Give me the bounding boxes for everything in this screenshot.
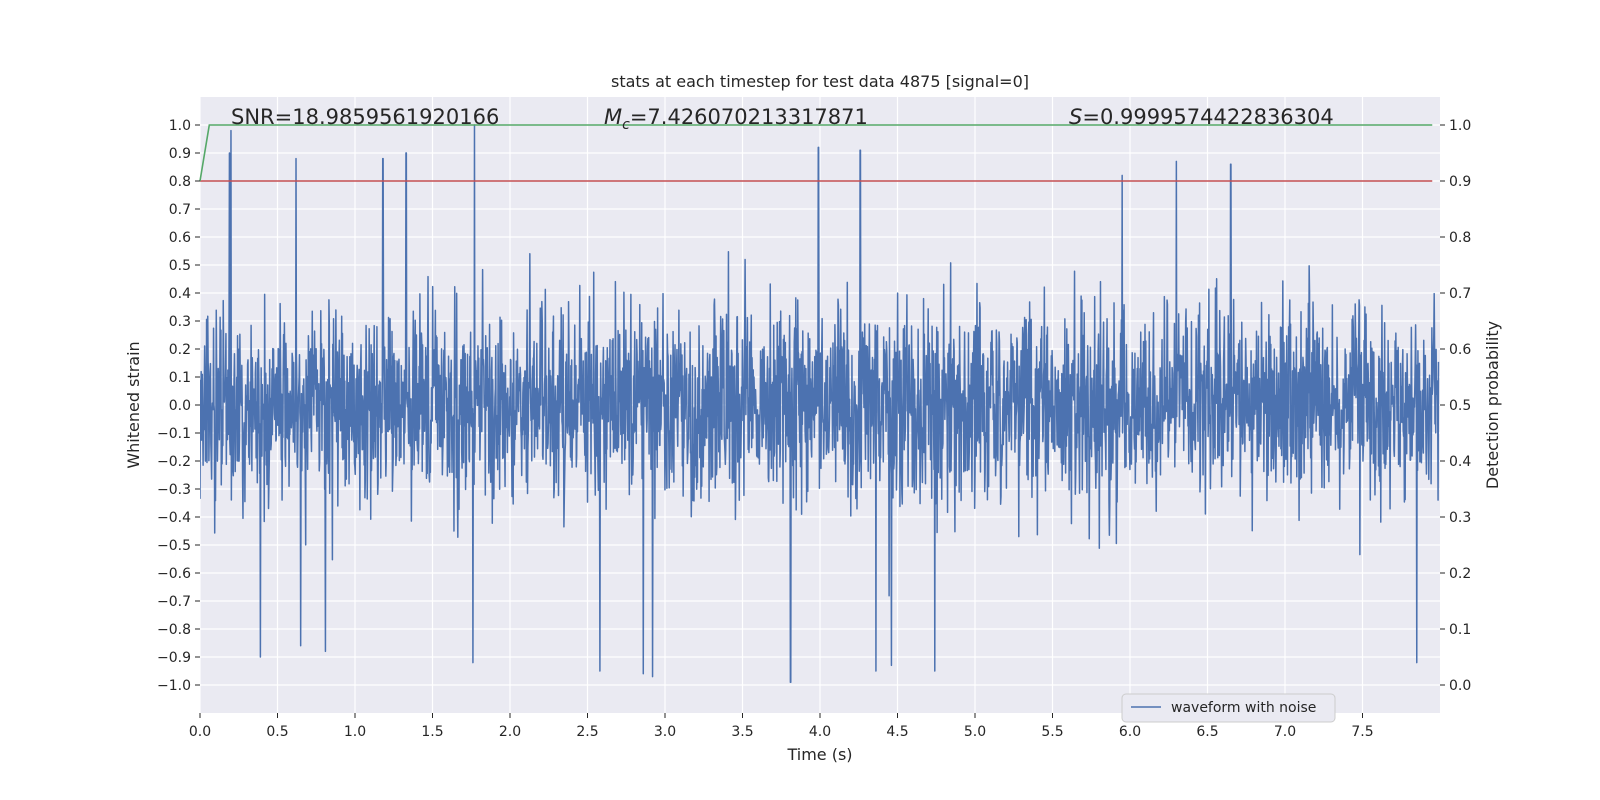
y-tick-label: 0.7 xyxy=(169,202,191,218)
y2-tick-label: 0.3 xyxy=(1449,510,1471,526)
chirp-mass-annotation: Mc=7.426070213317871 xyxy=(604,105,868,133)
y-tick-label: −0.4 xyxy=(157,510,191,526)
y-tick-label: 0.0 xyxy=(169,398,191,414)
y2-tick-label: 0.0 xyxy=(1449,678,1471,694)
x-tick-label: 3.5 xyxy=(731,724,753,740)
y-tick-label: 1.0 xyxy=(169,118,191,134)
y2-axis-label: Detection probability xyxy=(1483,321,1502,489)
probability-series xyxy=(199,124,1433,182)
snr-annotation: SNR=18.9859561920166 xyxy=(231,105,499,129)
x-tick-label: 1.0 xyxy=(344,724,366,740)
y2-tick-label: 1.0 xyxy=(1449,118,1471,134)
y-tick-label: 0.5 xyxy=(169,258,191,274)
axis-ticks: 0.0 0.5 1.0 1.5 2.0 2.5 3.0 3.5 4.0 4.5 5.0 5.5 6.0 6… xyxy=(157,118,1471,740)
chart-title: stats at each timestep for test data 487… xyxy=(611,72,1029,91)
y2-tick-label: 0.7 xyxy=(1449,286,1471,302)
x-tick-label: 7.5 xyxy=(1351,724,1373,740)
mc-subscript: c xyxy=(622,117,630,133)
probability-line xyxy=(199,124,1433,182)
y-tick-label: −0.8 xyxy=(157,622,191,638)
mc-value: =7.426070213317871 xyxy=(630,105,868,129)
y-tick-label: 0.9 xyxy=(169,146,191,162)
y2-tick-label: 0.2 xyxy=(1449,566,1471,582)
x-tick-label: 2.5 xyxy=(576,724,598,740)
y2-tick-label: 0.8 xyxy=(1449,230,1471,246)
y2-tick-label: 0.4 xyxy=(1449,454,1471,470)
y-tick-label: 0.6 xyxy=(169,230,191,246)
x-tick-label: 1.5 xyxy=(421,724,443,740)
y-tick-label: −0.9 xyxy=(157,650,191,666)
x-tick-label: 0.5 xyxy=(266,724,288,740)
y2-tick-label: 0.6 xyxy=(1449,342,1471,358)
y-tick-label: −0.6 xyxy=(157,566,191,582)
x-tick-label: 7.0 xyxy=(1274,724,1296,740)
legend-box xyxy=(1121,693,1336,723)
x-tick-label: 6.0 xyxy=(1119,724,1141,740)
x-tick-label: 2.0 xyxy=(499,724,521,740)
y2-tick-label: 0.9 xyxy=(1449,174,1471,190)
legend-label: waveform with noise xyxy=(1171,700,1316,716)
y2-tick-label: 0.1 xyxy=(1449,622,1471,638)
y-tick-label: 0.8 xyxy=(169,174,191,190)
legend: waveform with noise xyxy=(1121,693,1336,723)
y-tick-label: −0.7 xyxy=(157,594,191,610)
y-tick-label: 0.1 xyxy=(169,370,191,386)
waveform-line xyxy=(200,124,1440,683)
y-tick-label: −0.2 xyxy=(157,454,191,470)
y-tick-label: −1.0 xyxy=(157,678,191,694)
y-tick-label: 0.3 xyxy=(169,314,191,330)
x-tick-label: 5.0 xyxy=(964,724,986,740)
waveform-series xyxy=(200,124,1440,683)
s-value: =0.9999574422836304 xyxy=(1082,105,1333,129)
y2-tick-label: 0.5 xyxy=(1449,398,1471,414)
x-tick-label: 6.5 xyxy=(1196,724,1218,740)
x-tick-label: 0.0 xyxy=(189,724,211,740)
x-tick-label: 5.5 xyxy=(1041,724,1063,740)
y-tick-label: 0.2 xyxy=(169,342,191,358)
y-tick-label: −0.1 xyxy=(157,426,191,442)
s-symbol: S xyxy=(1069,105,1082,129)
mc-symbol: M xyxy=(604,105,622,129)
x-tick-label: 4.0 xyxy=(809,724,831,740)
y-tick-label: 0.4 xyxy=(169,286,191,302)
x-axis-label: Time (s) xyxy=(786,745,852,764)
score-annotation: S=0.9999574422836304 xyxy=(1069,105,1334,129)
y-tick-label: −0.5 xyxy=(157,538,191,554)
y-axis-label: Whitened strain xyxy=(124,341,143,468)
y-tick-label: −0.3 xyxy=(157,482,191,498)
x-tick-label: 3.0 xyxy=(654,724,676,740)
x-tick-label: 4.5 xyxy=(886,724,908,740)
